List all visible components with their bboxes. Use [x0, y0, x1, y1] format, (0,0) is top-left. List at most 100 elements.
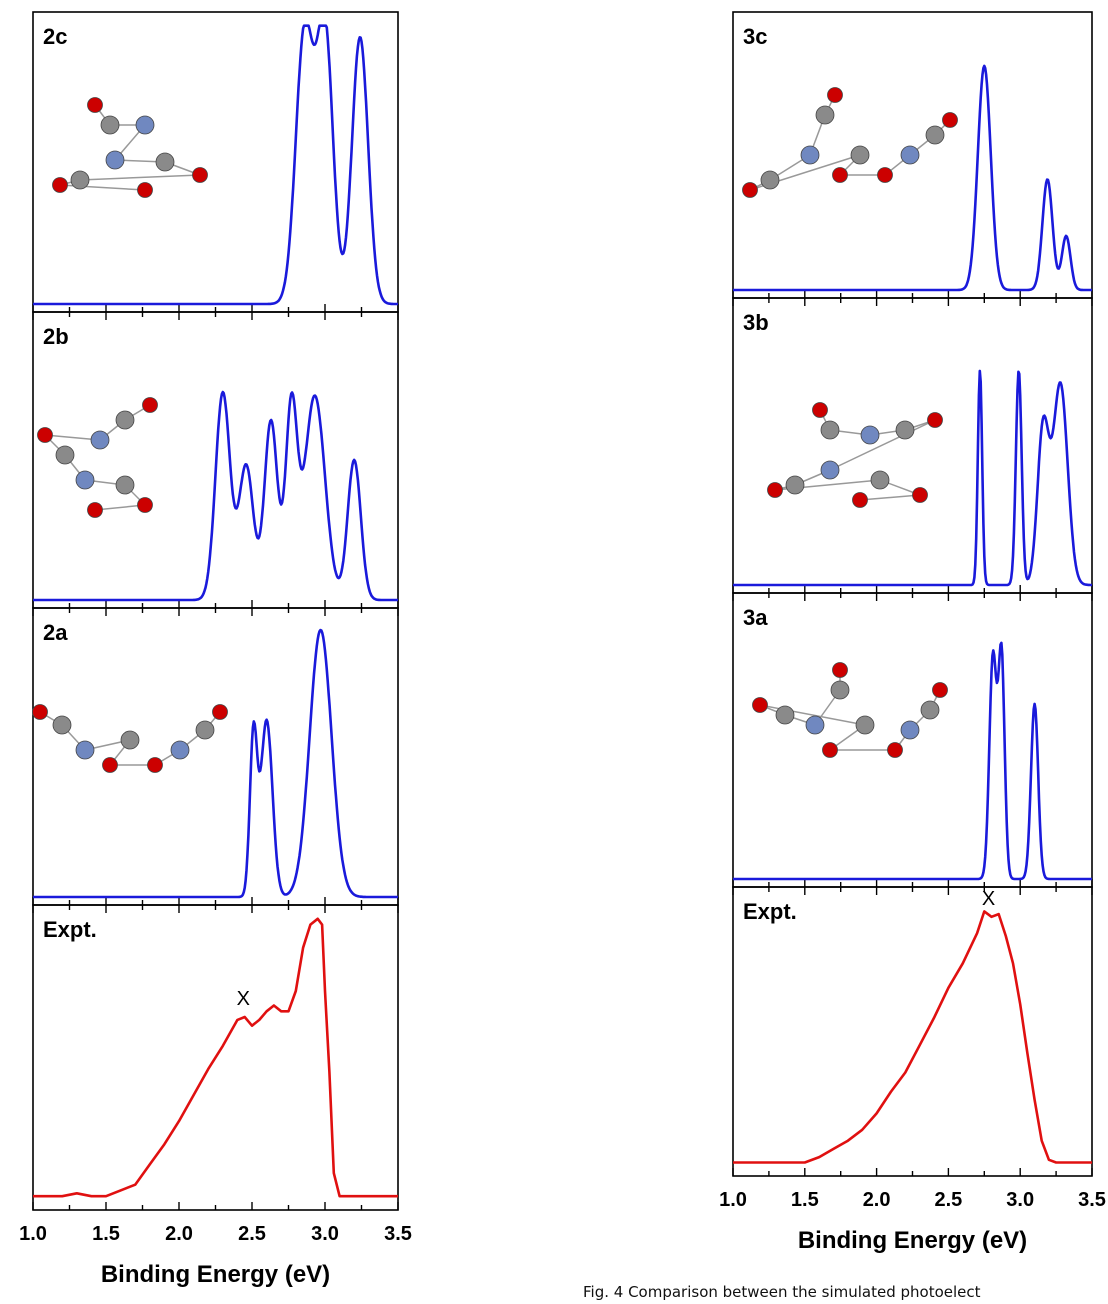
nitrogen-atom: [170, 740, 190, 760]
x-tick-label: 1.0: [19, 1223, 47, 1245]
x-tick-label: 1.0: [719, 1189, 747, 1211]
oxygen-atom: [192, 167, 208, 183]
simulated-spectrum-line: [32, 628, 399, 899]
carbon-atom: [115, 410, 135, 430]
carbon-atom: [785, 475, 805, 495]
oxygen-atom: [767, 482, 783, 498]
molecule-2b: [37, 397, 158, 518]
x-tick-label: 3.5: [384, 1223, 412, 1245]
oxygen-atom: [827, 87, 843, 103]
oxygen-atom: [927, 412, 943, 428]
nitrogen-atom: [900, 145, 920, 165]
carbon-atom: [52, 715, 72, 735]
peak-marker: X: [237, 988, 250, 1010]
x-tick-label: 3.5: [1078, 1189, 1106, 1211]
nitrogen-atom: [135, 115, 155, 135]
panel-label: 3a: [743, 605, 768, 630]
panel-frame: [32, 11, 399, 313]
x-axis-label: Binding Energy (eV): [798, 1227, 1027, 1254]
oxygen-atom: [142, 397, 158, 413]
experimental-spectrum-line: [733, 910, 1092, 1164]
x-tick-label: 2.0: [165, 1223, 193, 1245]
panel-label: 3c: [743, 24, 767, 49]
carbon-atom: [70, 170, 90, 190]
oxygen-atom: [37, 427, 53, 443]
carbon-atom: [820, 420, 840, 440]
carbon-atom: [855, 715, 875, 735]
oxygen-atom: [822, 742, 838, 758]
experimental-spectrum-line: [33, 917, 398, 1198]
oxygen-atom: [137, 182, 153, 198]
simulated-spectrum-line: [732, 369, 1093, 587]
x-tick-label: 3.0: [311, 1223, 339, 1245]
carbon-atom: [815, 105, 835, 125]
panel-label: Expt.: [743, 899, 797, 924]
nitrogen-atom: [805, 715, 825, 735]
nitrogen-atom: [90, 430, 110, 450]
carbon-atom: [155, 152, 175, 172]
oxygen-atom: [912, 487, 928, 503]
nitrogen-atom: [820, 460, 840, 480]
nitrogen-atom: [75, 470, 95, 490]
molecule-3a: [752, 662, 948, 758]
oxygen-atom: [852, 492, 868, 508]
oxygen-atom: [812, 402, 828, 418]
simulated-spectrum-line: [732, 641, 1093, 881]
molecule-3b: [767, 402, 943, 508]
oxygen-atom: [102, 757, 118, 773]
molecule-3c: [742, 87, 958, 198]
oxygen-atom: [832, 662, 848, 678]
x-tick-label: 2.5: [238, 1223, 266, 1245]
panel-label: 3b: [743, 310, 769, 335]
carbon-atom: [925, 125, 945, 145]
carbon-atom: [120, 730, 140, 750]
panel-frame: [732, 297, 1093, 594]
oxygen-atom: [752, 697, 768, 713]
carbon-atom: [195, 720, 215, 740]
oxygen-atom: [212, 704, 228, 720]
panel-label: 2c: [43, 24, 67, 49]
molecule-2a: [32, 704, 228, 773]
x-tick-label: 1.5: [791, 1189, 819, 1211]
panel-label: 2a: [43, 620, 68, 645]
nitrogen-atom: [105, 150, 125, 170]
oxygen-atom: [87, 502, 103, 518]
carbon-atom: [830, 680, 850, 700]
figure-caption: Fig. 4 Comparison between the simulated …: [583, 1283, 981, 1301]
oxygen-atom: [932, 682, 948, 698]
nitrogen-atom: [75, 740, 95, 760]
oxygen-atom: [52, 177, 68, 193]
nitrogen-atom: [900, 720, 920, 740]
x-tick-label: 3.0: [1006, 1189, 1034, 1211]
oxygen-atom: [32, 704, 48, 720]
carbon-atom: [920, 700, 940, 720]
oxygen-atom: [87, 97, 103, 113]
oxygen-atom: [137, 497, 153, 513]
oxygen-atom: [147, 757, 163, 773]
carbon-atom: [775, 705, 795, 725]
x-tick-label: 2.0: [863, 1189, 891, 1211]
oxygen-atom: [832, 167, 848, 183]
carbon-atom: [895, 420, 915, 440]
nitrogen-atom: [800, 145, 820, 165]
simulated-spectrum-line: [32, 24, 399, 306]
x-axis-label: Binding Energy (eV): [101, 1261, 330, 1288]
carbon-atom: [55, 445, 75, 465]
oxygen-atom: [877, 167, 893, 183]
carbon-atom: [870, 470, 890, 490]
panel-label: Expt.: [43, 917, 97, 942]
x-tick-label: 1.5: [92, 1223, 120, 1245]
oxygen-atom: [887, 742, 903, 758]
x-tick-label: 2.5: [934, 1189, 962, 1211]
panel-label: 2b: [43, 324, 69, 349]
molecule-2c: [52, 97, 208, 198]
nitrogen-atom: [860, 425, 880, 445]
simulated-spectrum-line: [732, 64, 1093, 292]
carbon-atom: [115, 475, 135, 495]
simulated-spectrum-line: [32, 390, 399, 602]
oxygen-atom: [742, 182, 758, 198]
peak-marker: X: [982, 888, 995, 910]
carbon-atom: [760, 170, 780, 190]
panel-frame: [732, 886, 1093, 1177]
